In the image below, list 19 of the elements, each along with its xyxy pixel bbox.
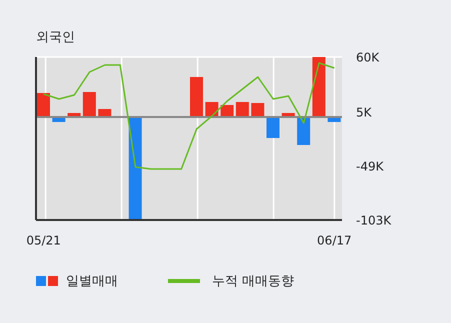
bar (128, 117, 142, 220)
legend-label: 누적 매매동향 (212, 273, 294, 290)
chart-title: 외국인 (36, 29, 75, 46)
line-series (42, 62, 336, 170)
bar (82, 92, 96, 117)
y-tick-label: -49K (356, 159, 385, 174)
y-tick-label: -103K (356, 213, 392, 228)
bar (236, 102, 249, 117)
bar (190, 77, 203, 117)
y-tick-label: 5K (356, 105, 373, 120)
bar (297, 117, 310, 145)
x-tick-label: 05/21 (26, 234, 61, 248)
y-tick-label: 60K (356, 50, 380, 64)
bar (266, 117, 280, 138)
bar (37, 93, 50, 117)
legend-label: 일별매매 (66, 273, 118, 290)
x-tick-label: 06/17 (317, 234, 352, 248)
bar (312, 57, 326, 117)
bar (251, 103, 264, 117)
